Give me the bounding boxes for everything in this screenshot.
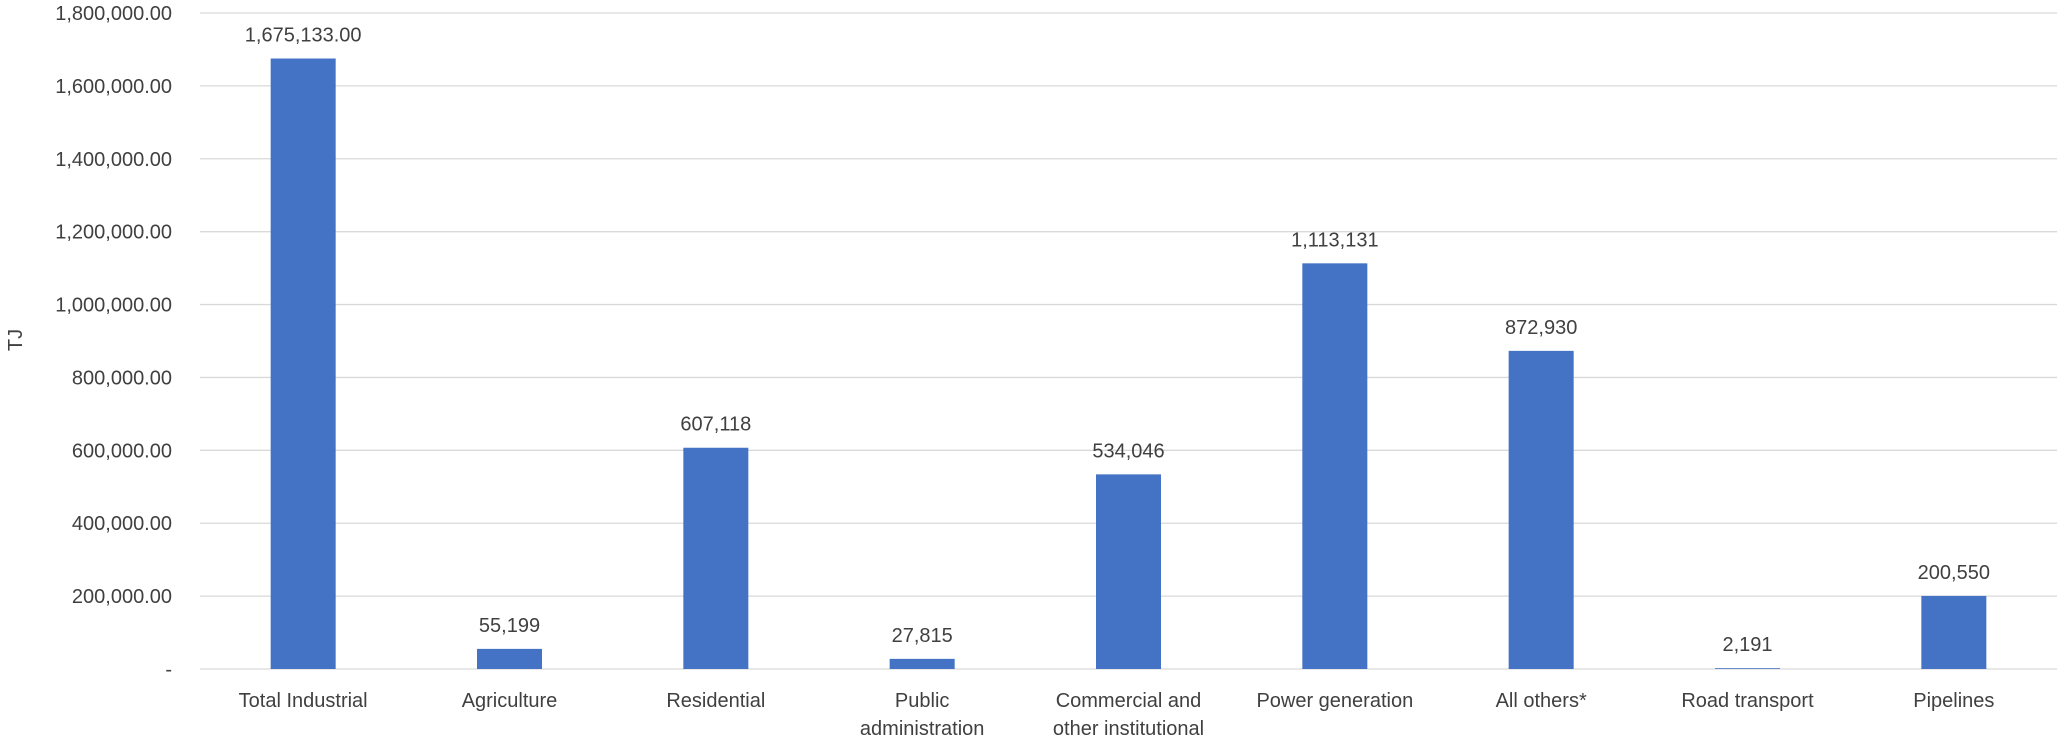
x-category-label: All others*	[1496, 690, 1587, 712]
data-label: 1,675,133.00	[245, 25, 362, 47]
data-label: 27,815	[892, 625, 953, 647]
x-category-label: Road transport	[1681, 690, 1814, 712]
x-category-label: Power generation	[1256, 690, 1413, 712]
x-axis-category-labels: Total Industrial Agriculture Residential Pu…	[239, 690, 1995, 740]
y-tick-label: 200,000.00	[72, 586, 172, 608]
x-category-label-line: Public	[895, 690, 949, 712]
y-tick-label: 1,800,000.00	[55, 3, 172, 25]
bar	[1921, 595, 1987, 669]
x-category-label-line: administration	[860, 718, 985, 740]
x-category-label: Residential	[666, 690, 765, 712]
bar	[1508, 350, 1574, 669]
data-label: 534,046	[1092, 440, 1164, 462]
bars	[270, 58, 1987, 670]
data-label: 872,930	[1505, 317, 1577, 339]
y-tick-label: 1,200,000.00	[55, 222, 172, 244]
x-category-label-line: Road transport	[1681, 690, 1814, 712]
bar	[1715, 668, 1780, 669]
y-tick-label: 1,400,000.00	[55, 149, 172, 171]
bar	[1096, 474, 1161, 669]
gridlines	[200, 12, 2057, 670]
x-category-label: Pipelines	[1913, 690, 1994, 712]
y-tick-label: 1,600,000.00	[55, 76, 172, 98]
bar	[889, 658, 955, 669]
y-tick-label: -	[165, 659, 172, 681]
x-category-label-line: Agriculture	[462, 690, 558, 712]
x-category-label: Total Industrial	[239, 690, 368, 712]
x-category-label-line: Residential	[666, 690, 765, 712]
x-category-label-line: Pipelines	[1913, 690, 1994, 712]
x-category-label: Public administration	[860, 690, 985, 740]
x-category-label-line: Commercial and	[1056, 690, 1202, 712]
data-label: 200,550	[1918, 562, 1990, 584]
x-category-label: Agriculture	[462, 690, 558, 712]
y-tick-label: 1,000,000.00	[55, 295, 172, 317]
y-axis-title: TJ	[5, 329, 27, 351]
x-category-label-line: Total Industrial	[239, 690, 368, 712]
data-label: 2,191	[1722, 634, 1772, 656]
data-label: 607,118	[680, 414, 751, 436]
x-category-label-line: Power generation	[1256, 690, 1413, 712]
data-label: 55,199	[479, 615, 540, 637]
x-category-label: Commercial and other institutional	[1053, 690, 1204, 740]
x-category-label-line: other institutional	[1053, 718, 1204, 740]
y-tick-label: 400,000.00	[72, 513, 172, 535]
bar	[270, 58, 336, 670]
y-axis-tick-labels: - 200,000.00 400,000.00 600,000.00 800,000.0…	[55, 3, 172, 681]
bar	[683, 447, 749, 669]
y-tick-label: 600,000.00	[72, 440, 172, 462]
data-labels: 1,675,133.00 55,199 607,118 27,815 534,046 1,…	[245, 25, 1990, 657]
bar	[1302, 263, 1368, 669]
data-label: 1,113,131	[1291, 229, 1379, 251]
x-category-label-line: All others*	[1496, 690, 1587, 712]
bar	[477, 648, 542, 669]
y-tick-label: 800,000.00	[72, 367, 172, 389]
